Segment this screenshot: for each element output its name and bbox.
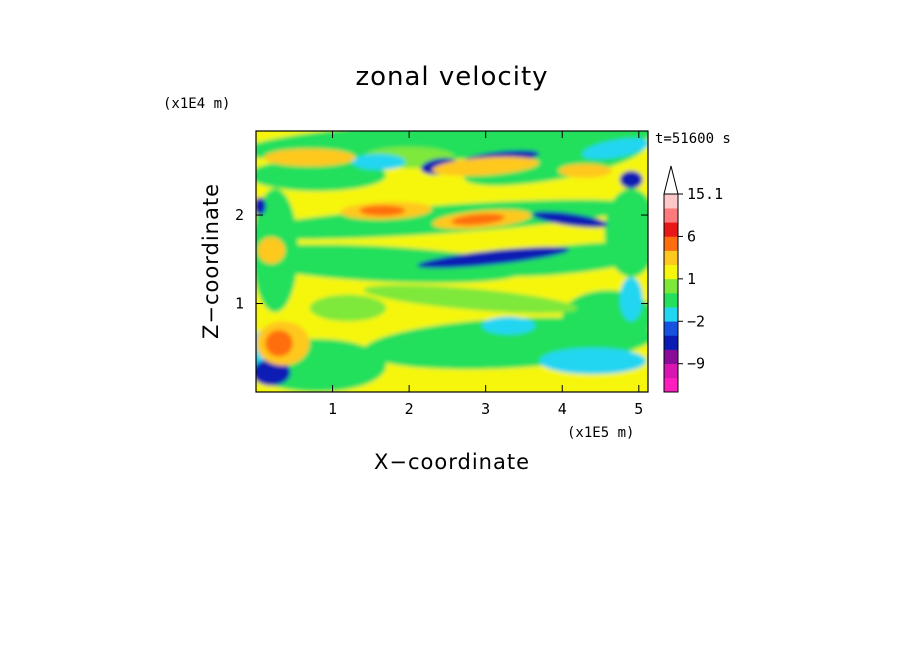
contour-patch xyxy=(351,154,406,170)
colorbar-segment xyxy=(664,250,678,266)
contour-patch xyxy=(417,246,570,269)
contour-patch xyxy=(531,211,608,228)
colorbar-label: 15.1 xyxy=(687,185,723,203)
colorbar-segment xyxy=(664,335,678,350)
colorbar: 15.1 6 1 −2 −9 xyxy=(663,165,723,393)
y-tick-label: 2 xyxy=(235,206,244,224)
x-tick-label: 4 xyxy=(558,400,567,418)
colorbar-label: 6 xyxy=(687,227,696,245)
x-axis: 1 2 3 4 5 xyxy=(328,131,643,418)
colorbar-segment xyxy=(664,194,678,209)
colorbar-segment xyxy=(664,321,678,336)
colorbar-label: −2 xyxy=(687,312,705,330)
contour-patch xyxy=(359,205,406,216)
colorbar-segment xyxy=(664,208,678,223)
contour-patch xyxy=(265,330,293,357)
colorbar-segment xyxy=(664,278,678,294)
y-axis-label: Z−coordinate xyxy=(199,183,223,339)
colorbar-segment xyxy=(664,377,678,393)
contour-patch xyxy=(256,159,387,192)
colorbar-segment xyxy=(664,236,678,251)
colorbar-segment xyxy=(664,222,678,237)
time-label: t=51600 s xyxy=(655,131,731,147)
x-tick-label: 1 xyxy=(328,400,337,418)
velocity-field xyxy=(256,131,648,392)
contour-patch xyxy=(481,316,536,335)
contour-patch xyxy=(256,244,524,283)
contour-patch xyxy=(619,276,643,322)
contour-patch xyxy=(256,197,266,216)
contour-patch xyxy=(451,213,505,226)
colorbar-segment xyxy=(664,349,678,365)
contour-patch xyxy=(256,359,291,386)
contour-patch xyxy=(263,148,356,167)
x-tick-label: 3 xyxy=(481,400,490,418)
colorbar-frame xyxy=(663,193,679,393)
contour-patch xyxy=(604,188,648,277)
colorbar-label: −9 xyxy=(687,355,705,373)
contour-patch xyxy=(257,237,286,264)
y-unit-label: (x1E4 m) xyxy=(163,96,230,112)
colorbar-extension-arrow xyxy=(663,165,679,195)
chart-title: zonal velocity xyxy=(355,62,548,92)
contour-patch xyxy=(432,156,540,176)
plot-frame xyxy=(255,130,649,393)
contour-patch xyxy=(581,138,648,160)
colorbar-label: 1 xyxy=(687,270,696,288)
contour-patch xyxy=(619,170,643,189)
contour-patch xyxy=(309,294,387,322)
contour-patch xyxy=(558,163,613,178)
y-axis: 12 xyxy=(235,206,648,313)
contour-patch xyxy=(363,284,578,314)
colorbar-segment xyxy=(664,307,678,322)
x-tick-label: 5 xyxy=(634,400,643,418)
colorbar-segment xyxy=(664,293,678,308)
x-axis-label: X−coordinate xyxy=(374,450,530,474)
x-unit-label: (x1E5 m) xyxy=(567,425,634,441)
y-tick-label: 1 xyxy=(235,295,244,313)
colorbar-segment xyxy=(664,264,678,280)
colorbar-segment xyxy=(664,363,678,379)
contour-patch xyxy=(539,347,647,375)
velocity-contours xyxy=(256,131,648,392)
x-tick-label: 2 xyxy=(405,400,414,418)
